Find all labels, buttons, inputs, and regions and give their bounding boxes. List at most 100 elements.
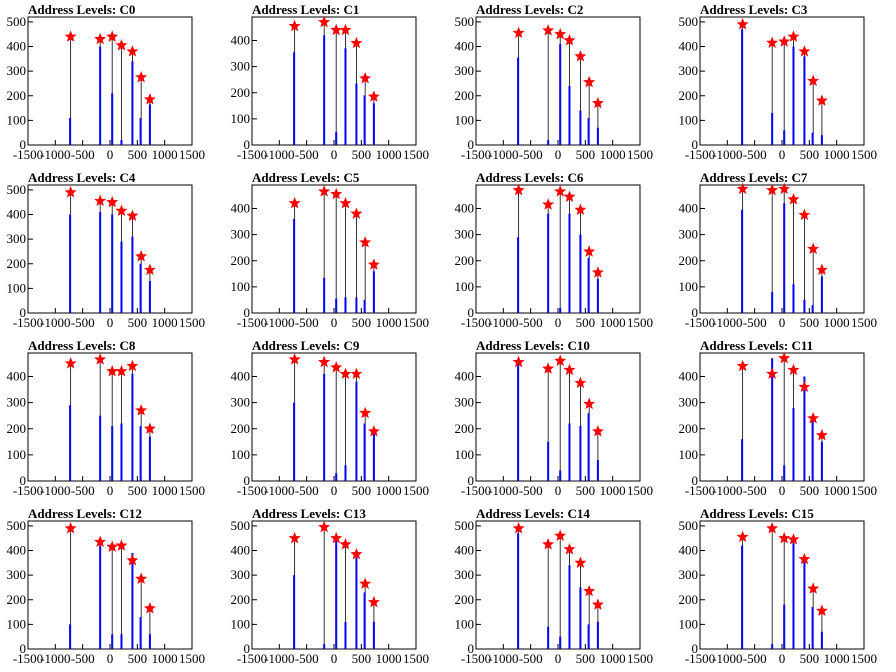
- peak-marker: [512, 355, 525, 368]
- histogram-bar: [568, 213, 571, 313]
- peak-marker: [64, 186, 77, 198]
- y-tick-label: 400: [7, 39, 27, 54]
- histogram-bar: [139, 263, 142, 313]
- peak-marker: [115, 364, 128, 377]
- x-tick-label: -500: [519, 651, 543, 666]
- x-tick-label: 500: [352, 147, 372, 162]
- peak-marker: [542, 538, 555, 550]
- x-tick-label: -1000: [488, 651, 518, 666]
- peak-marker: [106, 540, 119, 552]
- chart-title: Address Levels: C4: [28, 170, 136, 185]
- x-tick-label: -1500: [685, 147, 715, 162]
- histogram-bar: [69, 214, 72, 313]
- y-tick-label: 500: [455, 518, 475, 533]
- x-tick-label: -500: [295, 147, 319, 162]
- histogram-bar: [547, 213, 550, 313]
- panel-8: Address Levels: C8 0 100 200 300 400 -1500-100…: [7, 338, 206, 498]
- y-tick-label: 0: [692, 473, 699, 488]
- x-tick-label: 1500: [403, 651, 429, 666]
- x-tick-label: 1000: [152, 147, 178, 162]
- histogram-bar: [517, 57, 520, 145]
- plot-frame: [475, 520, 641, 650]
- x-tick-label: -1000: [712, 651, 742, 666]
- x-tick-label: -500: [743, 651, 767, 666]
- y-tick-label: 0: [468, 641, 475, 656]
- plot-frame: [699, 16, 865, 146]
- y-tick-label: 200: [231, 85, 251, 100]
- histogram-bar: [99, 46, 102, 145]
- histogram-bar: [139, 617, 142, 649]
- x-tick-label: 0: [107, 651, 114, 666]
- histogram-bar: [131, 553, 134, 649]
- peak-marker: [736, 182, 749, 195]
- peak-marker: [563, 363, 576, 376]
- x-tick-label: 0: [107, 315, 114, 330]
- chart-title: Address Levels: C5: [252, 170, 360, 185]
- x-tick-label: -1500: [461, 483, 491, 498]
- histogram-bar: [803, 376, 806, 481]
- x-tick-label: -1500: [13, 315, 43, 330]
- histogram-bar: [99, 212, 102, 313]
- peak-marker: [339, 367, 352, 379]
- x-tick-label: 1500: [403, 483, 429, 498]
- peak-marker: [807, 582, 820, 594]
- histogram-bar: [69, 405, 72, 481]
- peak-marker: [135, 250, 148, 262]
- y-tick-label: 0: [244, 137, 251, 152]
- x-tick-label: -500: [743, 315, 767, 330]
- peak-marker: [563, 542, 576, 555]
- histogram-bar: [111, 214, 114, 313]
- peak-marker: [736, 530, 749, 543]
- peak-marker: [318, 355, 331, 368]
- histogram-bar: [741, 439, 744, 481]
- peak-marker: [807, 242, 820, 255]
- x-tick-label: -1500: [237, 483, 267, 498]
- histogram-bar: [811, 305, 814, 313]
- y-tick-label: 400: [455, 201, 475, 216]
- y-tick-label: 300: [7, 63, 27, 78]
- y-tick-label: 200: [231, 421, 251, 436]
- x-tick-label: -1500: [237, 651, 267, 666]
- x-tick-label: 0: [555, 483, 562, 498]
- histogram-bar: [363, 592, 366, 649]
- y-tick-label: 300: [455, 567, 475, 582]
- peak-marker: [94, 353, 107, 365]
- y-tick-label: 0: [692, 305, 699, 320]
- peak-marker: [574, 556, 587, 568]
- histogram-bar: [131, 61, 134, 145]
- x-tick-label: 1000: [152, 315, 178, 330]
- x-tick-label: 500: [128, 315, 148, 330]
- histogram-bar: [120, 241, 123, 313]
- peak-marker: [288, 353, 301, 365]
- histogram-bar: [111, 93, 114, 145]
- chart-title: Address Levels: C9: [252, 338, 360, 353]
- peak-marker: [554, 185, 567, 197]
- x-tick-label: 500: [128, 147, 148, 162]
- x-tick-label: 0: [779, 147, 786, 162]
- peak-marker: [367, 258, 380, 270]
- chart-title: Address Levels: C14: [476, 506, 590, 521]
- peak-marker: [350, 207, 363, 219]
- y-tick-label: 200: [455, 592, 475, 607]
- histogram-bar: [120, 423, 123, 481]
- histogram-bar: [372, 621, 375, 649]
- x-tick-label: 1000: [376, 483, 402, 498]
- x-tick-label: -500: [295, 315, 319, 330]
- panel-6: Address Levels: C6 0 100 200 300 400 -1500-100…: [455, 170, 654, 330]
- x-tick-label: -500: [519, 147, 543, 162]
- x-tick-label: 1500: [851, 315, 877, 330]
- x-tick-label: 1000: [824, 483, 850, 498]
- peak-marker: [359, 236, 372, 248]
- peak-marker: [798, 45, 811, 57]
- chart-title: Address Levels: C3: [700, 2, 808, 17]
- peak-marker: [64, 30, 77, 42]
- x-tick-label: 1000: [376, 315, 402, 330]
- histogram-bar: [148, 436, 151, 481]
- histogram-bar: [372, 271, 375, 313]
- x-tick-label: 1500: [627, 147, 653, 162]
- chart-title: Address Levels: C11: [700, 338, 813, 353]
- x-tick-label: 0: [779, 483, 786, 498]
- histogram-bar: [596, 460, 599, 481]
- x-tick-label: -1500: [685, 651, 715, 666]
